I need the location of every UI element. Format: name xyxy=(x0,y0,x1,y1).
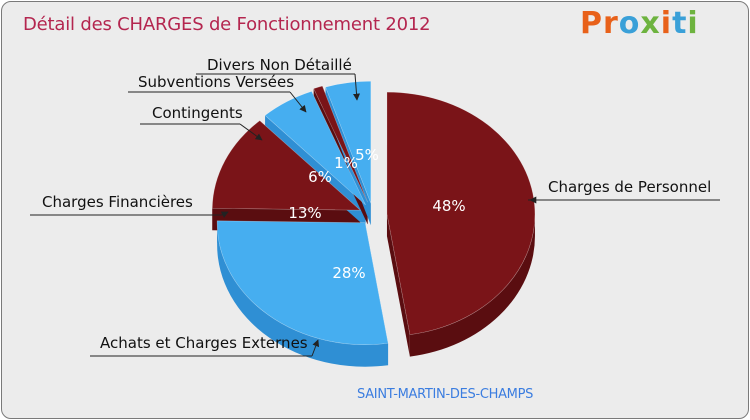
pie-slice-charges-financi-res xyxy=(211,120,362,211)
pie-pct-label: 48% xyxy=(432,197,465,215)
callout-leader xyxy=(239,123,263,141)
callout-leader xyxy=(220,211,229,218)
pie-pct-label: 6% xyxy=(308,168,332,186)
callout-label: Achats et Charges Externes xyxy=(100,334,308,352)
logo-letter: o xyxy=(618,6,641,41)
logo-letter: r xyxy=(603,6,619,41)
callout-label: Subventions Versées xyxy=(138,73,294,91)
pie-pct-label: 1% xyxy=(334,154,358,172)
callout-label: Contingents xyxy=(152,104,243,122)
callout-label: Divers Non Détaillé xyxy=(207,56,352,74)
pie-tops xyxy=(211,80,536,345)
pie-slice-side xyxy=(217,222,389,367)
pie-slice-side xyxy=(409,214,535,357)
pie-slice-subventions-vers-es xyxy=(313,85,368,203)
chart-title: Détail des CHARGES de Fonctionnement 201… xyxy=(23,14,431,35)
pie-slice-wall xyxy=(386,214,410,357)
proxiti-logo: Proxiti xyxy=(580,6,699,41)
pie-pct-label: 13% xyxy=(288,204,321,222)
pie-slice-contingents xyxy=(264,90,366,206)
callout-leader xyxy=(311,339,320,357)
callout-leader xyxy=(289,91,307,113)
pie-pct-label: 28% xyxy=(332,264,365,282)
logo-letter: i xyxy=(687,6,699,41)
pie-slice-charges-de-personnel xyxy=(386,91,536,335)
callout-leader xyxy=(353,73,361,101)
pie-slice-divers-non-d-taill- xyxy=(325,80,372,204)
logo-letter: i xyxy=(660,6,673,41)
callout-label: Charges de Personnel xyxy=(548,178,711,196)
commune-name: SAINT-MARTIN-DES-CHAMPS xyxy=(357,387,534,402)
logo-letter: P xyxy=(580,6,603,41)
pie-slice-achats-et-charges-externes xyxy=(216,220,389,345)
callout-label: Charges Financières xyxy=(42,193,193,211)
logo-letter: x xyxy=(640,6,661,41)
logo-letter: t xyxy=(672,6,688,41)
pie-pct-label: 5% xyxy=(355,146,379,164)
